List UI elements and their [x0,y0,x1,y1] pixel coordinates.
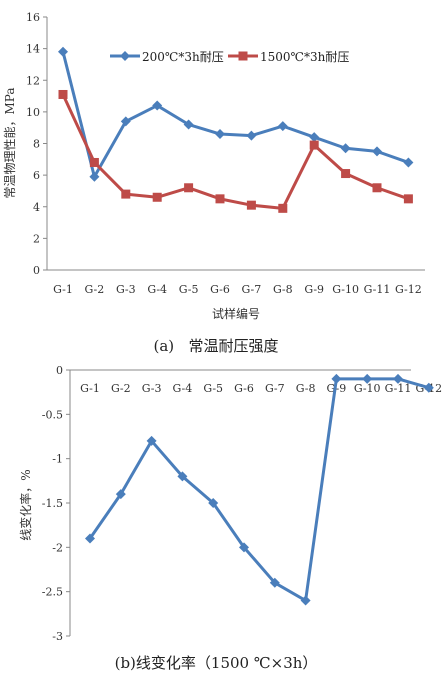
y-tick-label: 6 [33,169,40,182]
data-point [309,140,319,150]
legend-series-1-marker [120,51,130,61]
x-tick-label: G-12 [395,283,422,296]
x-tick-label: G-2 [111,382,131,395]
data-point [121,189,131,199]
y-tick-label: 16 [26,11,40,24]
y-tick-label: 2 [33,232,40,245]
data-point [152,100,163,111]
data-point [184,183,194,193]
y-tick-label: -2.5 [42,586,63,599]
y-tick-label: -0.5 [42,408,63,421]
x-tick-label: G-11 [385,382,412,395]
data-point [278,203,288,213]
x-tick-label: G-3 [142,382,162,395]
data-point [183,119,194,130]
y-tick-label: 10 [26,106,40,119]
data-point [215,194,225,204]
chart-a-x-label: 试样编号 [212,306,260,321]
y-tick-label: 8 [33,138,40,151]
x-tick-label: G-4 [147,283,167,296]
data-point [246,130,257,141]
x-tick-label: G-10 [332,283,359,296]
x-tick-label: G-3 [116,283,136,296]
data-point [331,373,342,384]
series-line-2 [61,93,409,210]
data-point [58,89,68,99]
y-tick-label: 0 [56,364,63,377]
x-tick-label: G-8 [273,283,293,296]
chart-b-ticks: 0 -0.5 -1 -1.5 -2 -2.5 -3 G-1 G-2 G-3 G-4 G-5 G-6 G-7… [42,364,442,643]
data-point [89,171,100,182]
data-point [58,46,68,57]
data-point [277,121,288,132]
chart-b-series [85,373,434,606]
chart-b-caption: (b)线变化率（1500 ℃×3h） [115,654,318,672]
y-tick-label: 14 [26,43,40,56]
y-tick-label: 0 [33,264,40,277]
y-tick-label: -1 [52,453,63,466]
data-point [341,169,351,179]
x-tick-label: G-5 [179,283,199,296]
x-tick-label: G-6 [234,382,254,395]
x-tick-label: G-1 [53,283,73,296]
data-point [208,498,219,508]
series-line-1 [61,51,409,179]
series-line-1 [88,377,430,603]
legend-series-2-label: 1500℃*3h耐压 [260,50,349,64]
data-point [89,157,99,167]
data-point [423,382,434,393]
data-point [177,471,188,482]
y-tick-label: 12 [26,74,40,87]
x-tick-label: G-5 [203,382,223,395]
data-point [85,533,95,544]
data-point [393,373,403,384]
data-point [246,200,256,210]
y-tick-label: 4 [33,201,40,214]
data-point [215,129,225,140]
y-tick-label: -2 [52,541,63,554]
chart-b-y-label: 线变化率，% [18,469,33,540]
chart-a-legend: 200℃*3h耐压 1500℃*3h耐压 [110,50,349,64]
chart-a: 常温物理性能，MPa 试样编号 (a) 常温耐压强度 200℃*3h耐压 150… [3,11,425,355]
legend-series-1-label: 200℃*3h耐压 [142,50,224,64]
data-point [403,157,414,168]
data-point [340,143,351,154]
chart-b: 线变化率，% (b)线变化率（1500 ℃×3h） 0 -0.5 -1 -1.5 -2 -… [18,364,442,672]
data-point [309,132,320,143]
data-point [152,192,162,202]
x-tick-label: G-7 [242,283,262,296]
chart-a-ticks: 0 2 4 6 8 10 12 14 16 G-1 G-2 G-3 G-4 G-5 G-6 G-7 G-8 G-9… [26,11,422,296]
x-tick-label: G-7 [265,382,285,395]
x-tick-label: G-11 [364,283,391,296]
data-point [239,542,249,553]
data-point [362,373,373,384]
data-point [372,146,382,157]
x-tick-label: G-10 [354,382,381,395]
x-tick-label: G-1 [80,382,100,395]
x-tick-label: G-9 [304,283,324,296]
y-tick-label: -1.5 [42,497,63,510]
chart-a-series [58,46,414,213]
data-point [403,194,413,204]
legend-series-2-marker [238,51,248,61]
x-tick-label: G-2 [85,283,105,296]
data-point [300,595,311,606]
data-point [372,183,382,193]
data-point [120,116,131,127]
y-tick-label: -3 [52,630,63,643]
x-tick-label: G-4 [173,382,193,395]
data-point [146,435,157,446]
x-tick-label: G-6 [210,283,230,296]
chart-a-caption: (a) 常温耐压强度 [154,337,279,355]
data-point [269,577,280,588]
x-tick-label: G-8 [296,382,316,395]
chart-a-y-label: 常温物理性能，MPa [3,88,17,199]
data-point [115,489,126,500]
